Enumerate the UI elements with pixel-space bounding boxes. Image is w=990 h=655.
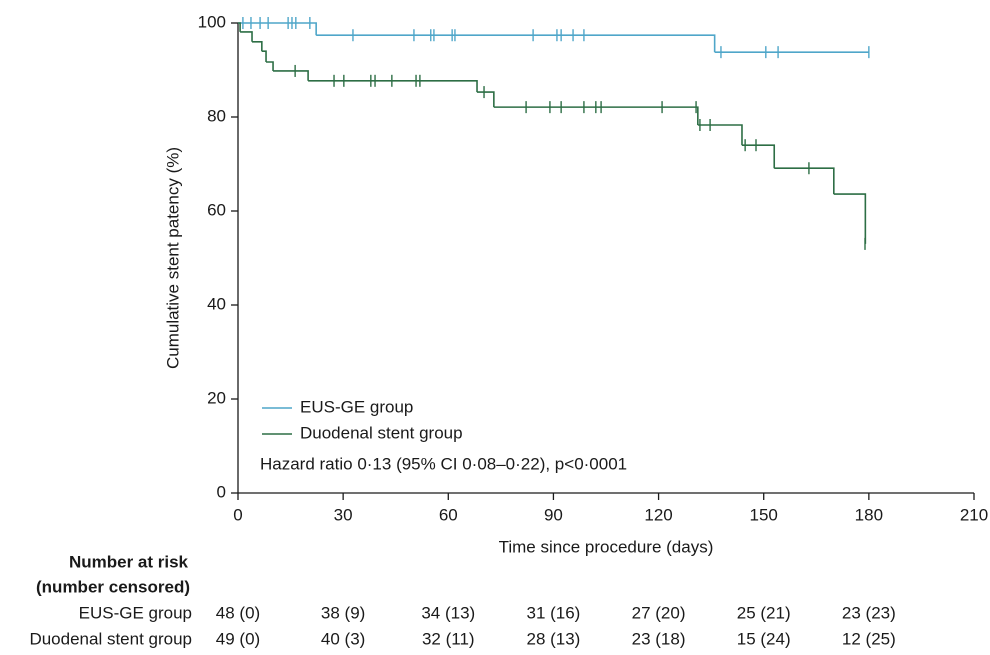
y-tick-label: 100 [198, 12, 226, 31]
x-tick-label: 0 [233, 505, 242, 524]
risk-cell: 48 (0) [216, 603, 260, 622]
survival-step [261, 50, 267, 63]
x-axis-label: Time since procedure (days) [499, 537, 714, 556]
risk-cell: 15 (24) [737, 629, 791, 648]
survival-step [697, 124, 743, 146]
survival-step [493, 106, 699, 125]
risk-cell: 25 (21) [737, 603, 791, 622]
survival-step [833, 193, 867, 244]
x-tick-label: 210 [960, 505, 988, 524]
risk-table-title: Number at risk [69, 552, 189, 571]
annotation: Hazard ratio 0·13 (95% CI 0·08–0·22), p<… [260, 454, 627, 473]
risk-cell: 31 (16) [526, 603, 580, 622]
risk-row-label: Duodenal stent group [29, 629, 192, 648]
survival-step [477, 91, 495, 108]
survival-step [238, 22, 241, 32]
risk-cell: 23 (23) [842, 603, 896, 622]
risk-cell: 12 (25) [842, 629, 896, 648]
risk-cell: 27 (20) [632, 603, 686, 622]
survival-step [308, 80, 478, 93]
risk-cell: 38 (9) [321, 603, 365, 622]
risk-cell: 34 (13) [421, 603, 475, 622]
y-tick-label: 20 [207, 388, 226, 407]
survival-step [240, 31, 253, 42]
survival-step [273, 70, 309, 81]
survival-step [316, 34, 716, 53]
survival-step [252, 41, 263, 52]
risk-cell: 23 (18) [632, 629, 686, 648]
risk-cell: 32 (11) [422, 629, 475, 648]
survival-step [741, 144, 776, 169]
x-tick-label: 30 [334, 505, 353, 524]
x-tick-label: 90 [544, 505, 563, 524]
x-tick-label: 60 [439, 505, 458, 524]
risk-cell: 28 (13) [526, 629, 580, 648]
survival-step [774, 167, 835, 195]
x-tick-label: 120 [644, 505, 672, 524]
legend-label: EUS-GE group [300, 397, 413, 416]
survival-step [266, 61, 274, 71]
x-tick-label: 180 [855, 505, 883, 524]
risk-table-title: (number censored) [36, 577, 190, 596]
risk-row-label: EUS-GE group [79, 603, 192, 622]
y-axis-label: Cumulative stent patency (%) [163, 147, 182, 369]
x-tick-label: 150 [750, 505, 778, 524]
risk-cell: 49 (0) [216, 629, 260, 648]
y-tick-label: 40 [207, 294, 226, 313]
survival-step [238, 22, 317, 36]
y-tick-label: 80 [207, 106, 226, 125]
legend-label: Duodenal stent group [300, 423, 463, 442]
risk-cell: 40 (3) [321, 629, 365, 648]
y-tick-label: 60 [207, 200, 226, 219]
y-tick-label: 0 [217, 482, 226, 501]
